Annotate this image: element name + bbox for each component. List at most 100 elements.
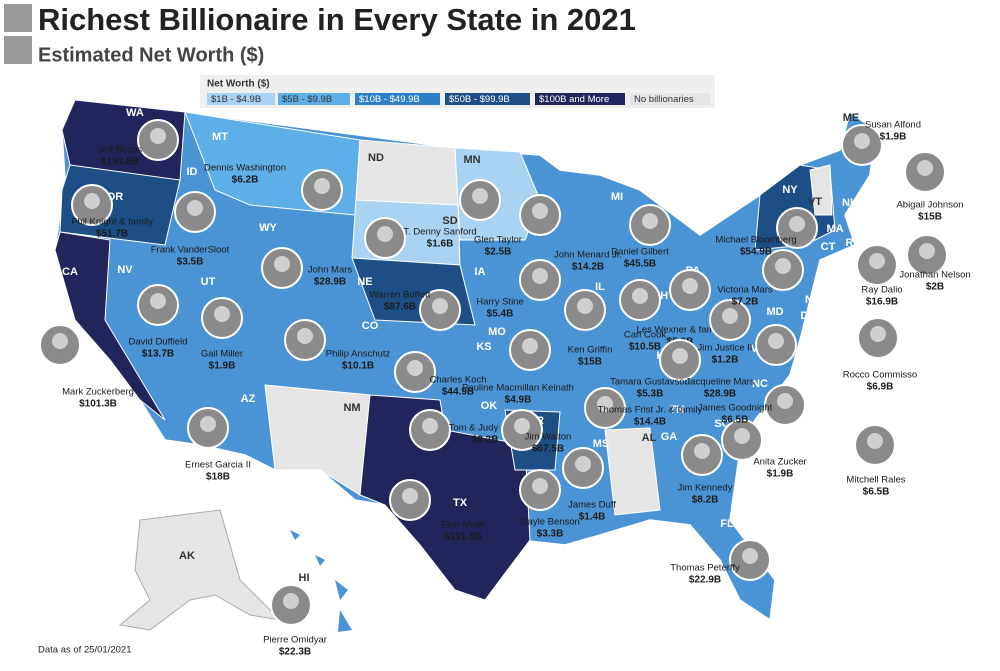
state-label: RI: [846, 237, 857, 249]
state-label: NJ: [805, 294, 819, 306]
state-label: NC: [752, 378, 768, 390]
person-worth: $13.7B: [142, 349, 174, 360]
person-name: Pauline Macmillan Keinath: [462, 383, 574, 394]
hawaii: [290, 530, 352, 632]
state-label: WA: [126, 107, 144, 119]
person-worth: $1.4B: [579, 512, 606, 523]
person-name: Frank VanderSloot: [151, 245, 230, 256]
legend-label: No billionaries: [634, 94, 694, 105]
person-head: [775, 258, 791, 274]
person-name: Gayle Benson: [520, 517, 580, 528]
person-name: Jim Kennedy: [678, 483, 733, 494]
person-worth: $193.8B: [101, 157, 139, 168]
person-worth: $2.5B: [485, 247, 512, 258]
person-worth: $15B: [918, 212, 942, 223]
person-worth: $1.9B: [209, 361, 236, 372]
person-head: [597, 396, 613, 412]
person-worth: $101.3B: [79, 399, 117, 410]
twitter-icon[interactable]: [4, 4, 32, 32]
person-head: [52, 333, 68, 349]
person-worth: $54.9B: [740, 247, 772, 258]
person-head: [214, 306, 230, 322]
person-head: [672, 348, 688, 364]
person-head: [150, 128, 166, 144]
state-label: ID: [187, 166, 198, 178]
person-worth: $6.5B: [863, 487, 890, 498]
state-label: CT: [821, 241, 836, 253]
state-label: IL: [595, 281, 605, 293]
person-head: [854, 133, 870, 149]
person-name: Philip Anschutz: [326, 349, 391, 360]
person-worth: $16.9B: [866, 297, 898, 308]
person-worth: $1.9B: [880, 132, 907, 143]
person-worth: $4.9B: [505, 395, 532, 406]
person-worth: $18B: [206, 472, 230, 483]
state-label: HI: [299, 572, 310, 584]
person-worth: $8.2B: [472, 435, 499, 446]
person-worth: $3.3B: [537, 529, 564, 540]
state-label: NE: [357, 276, 372, 288]
person-head: [768, 333, 784, 349]
person-head: [150, 293, 166, 309]
person-name: Dennis Washington: [204, 163, 286, 174]
alaska: [118, 509, 282, 631]
person-head: [532, 203, 548, 219]
legend-label: $50B - $99.9B: [449, 94, 510, 105]
person-worth: $1.6B: [427, 239, 454, 250]
person-worth: $15B: [578, 357, 602, 368]
facebook-icon[interactable]: [4, 36, 32, 64]
person-name: Rocco Commisso: [843, 370, 917, 381]
state-label: NH: [842, 197, 858, 209]
person-worth: $5.4B: [487, 309, 514, 320]
state-label: LA: [571, 541, 586, 553]
person-head: [742, 548, 758, 564]
state-label: TN: [670, 404, 685, 416]
state-label: DE: [800, 310, 815, 322]
person-worth: $6.2B: [232, 175, 259, 186]
person-head: [283, 593, 299, 609]
person-worth: $14.2B: [572, 262, 604, 273]
person-head: [869, 253, 885, 269]
person-worth: $1.9B: [767, 469, 794, 480]
state-nd: [355, 139, 459, 206]
person-head: [297, 328, 313, 344]
person-head: [577, 298, 593, 314]
person-name: Carl Cook: [624, 330, 666, 341]
person-worth: $191.8B: [444, 532, 482, 543]
legend-swatch: [207, 93, 275, 105]
state-label: FL: [720, 518, 734, 530]
person-head: [777, 393, 793, 409]
legend-swatch: [630, 93, 710, 105]
person-name: Jonathan Nelson: [899, 270, 970, 281]
person-name: Ray Dalio: [861, 285, 902, 296]
state-label: IA: [475, 266, 486, 278]
person-name: Thomas Frist Jr. & family: [598, 405, 703, 416]
person-head: [867, 433, 883, 449]
person-name: Victoria Mars: [717, 285, 773, 296]
state-label: MA: [826, 223, 843, 235]
person-name: Susan Alfond: [865, 120, 921, 131]
person-head: [407, 360, 423, 376]
person-name: T. Denny Sanford: [403, 227, 476, 238]
person-worth: $28.9B: [314, 277, 346, 288]
state-label: MT: [212, 131, 228, 143]
person-name: Jeff Bezos: [98, 145, 142, 156]
legend-label: $10B - $49.9B: [359, 94, 420, 105]
subtitle: Estimated Net Worth ($): [38, 44, 264, 66]
state-al: [604, 427, 661, 516]
state-label: AZ: [241, 393, 256, 405]
person-head: [917, 160, 933, 176]
person-worth: $14.4B: [634, 417, 666, 428]
person-head: [84, 193, 100, 209]
person-name: Mark Zuckerberg: [62, 387, 134, 398]
person-head: [274, 256, 290, 272]
person-worth: $7.2B: [732, 297, 759, 308]
person-name: Ken Griffin: [568, 345, 613, 356]
person-name: David Duffield: [129, 337, 188, 348]
state-label: VT: [808, 196, 822, 208]
state-label: NV: [117, 264, 133, 276]
person-name: Les Wexner & family: [637, 325, 724, 336]
legend-swatch: [535, 93, 625, 105]
person-head: [789, 216, 805, 232]
